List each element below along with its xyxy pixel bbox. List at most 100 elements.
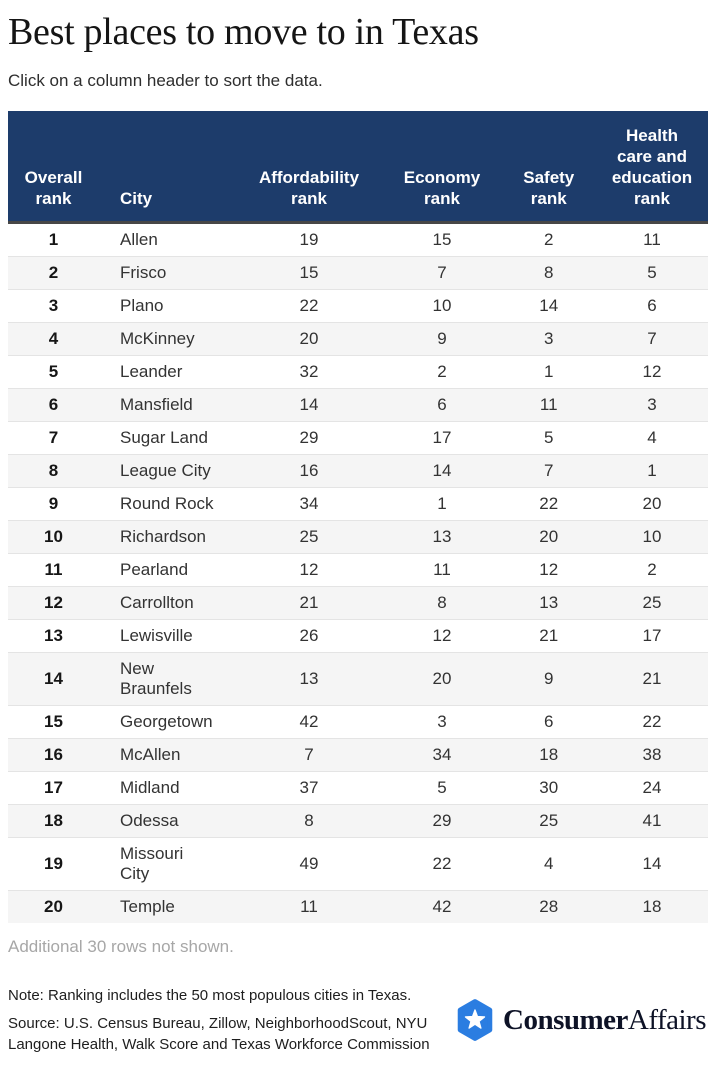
safety-rank-cell: 28	[501, 890, 596, 924]
economy-rank-cell: 1	[382, 487, 502, 521]
safety-rank-cell: 14	[501, 289, 596, 323]
city-cell: Plano	[99, 289, 236, 323]
economy-rank-cell: 17	[382, 421, 502, 455]
city-cell: McKinney	[99, 322, 236, 356]
affordability-rank-cell: 21	[235, 586, 383, 620]
page-title: Best places to move to in Texas	[8, 11, 479, 53]
column-header-overall-rank[interactable]: Overall rank	[8, 110, 99, 225]
overall-rank-cell: 10	[8, 520, 99, 554]
city-cell: Carrollton	[99, 586, 236, 620]
affordability-rank-cell: 26	[235, 619, 383, 653]
column-header-city[interactable]: City	[99, 110, 236, 225]
safety-rank-cell: 22	[501, 487, 596, 521]
affordability-rank-cell: 8	[235, 804, 383, 838]
health-education-rank-cell: 10	[596, 520, 708, 554]
affordability-rank-cell: 16	[235, 454, 383, 488]
table-row: 1 Allen 19 15 2 11	[8, 223, 708, 257]
overall-rank-cell: 19	[8, 837, 99, 891]
affordability-rank-cell: 42	[235, 705, 383, 739]
table-row: 4 McKinney 20 9 3 7	[8, 322, 708, 356]
overall-rank-cell: 1	[48, 230, 59, 250]
city-cell: Pearland	[99, 553, 236, 587]
table-row: 9 Round Rock 34 1 22 20	[8, 487, 708, 521]
table-row: 18 Odessa 8 29 25 41	[8, 804, 708, 838]
safety-rank-cell: 18	[501, 738, 596, 772]
city-cell: Odessa	[99, 804, 236, 838]
overall-rank-cell: 18	[8, 804, 99, 838]
safety-rank-cell: 7	[501, 454, 596, 488]
safety-rank-cell: 12	[501, 553, 596, 587]
table-row: 14 New Braunfels 13 20 9 21	[8, 652, 708, 706]
city-cell: Richardson	[99, 520, 236, 554]
city-cell: Midland	[99, 771, 236, 805]
column-header-health-education-rank[interactable]: Health care and education rank	[596, 110, 708, 225]
economy-rank-cell: 5	[382, 771, 502, 805]
safety-rank-cell: 6	[501, 705, 596, 739]
overall-rank-cell: 15	[8, 705, 99, 739]
economy-rank-cell: 22	[382, 837, 502, 891]
safety-rank-cell: 8	[501, 256, 596, 290]
city-cell: Leander	[99, 355, 236, 389]
footer: Note: Ranking includes the 50 most popul…	[8, 985, 708, 1055]
affordability-rank-cell: 11	[235, 890, 383, 924]
overall-rank-cell: 3	[8, 289, 99, 323]
safety-rank-cell: 21	[501, 619, 596, 653]
city-cell: Lewisville	[99, 619, 236, 653]
overall-rank-cell: 2	[8, 256, 99, 290]
economy-rank-cell: 6	[382, 388, 502, 422]
economy-rank-cell: 42	[382, 890, 502, 924]
safety-rank-cell: 20	[501, 520, 596, 554]
safety-rank-cell: 9	[501, 652, 596, 706]
health-education-rank-cell: 22	[596, 705, 708, 739]
table-row: 19 Missouri City 49 22 4 14	[8, 837, 708, 891]
table-row: 15 Georgetown 42 3 6 22	[8, 705, 708, 739]
health-education-rank-cell: 20	[596, 487, 708, 521]
city-cell: McAllen	[99, 738, 236, 772]
overall-rank-cell: 6	[8, 388, 99, 422]
column-header-affordability-rank[interactable]: Affordability rank	[235, 110, 383, 225]
health-education-rank-cell: 24	[596, 771, 708, 805]
affordability-rank-cell: 12	[235, 553, 383, 587]
page-subtitle: Click on a column header to sort the dat…	[8, 70, 323, 90]
affordability-rank-cell: 19	[299, 230, 319, 250]
health-education-rank-cell: 6	[596, 289, 708, 323]
overall-rank-cell: 16	[8, 738, 99, 772]
city-cell: Frisco	[99, 256, 236, 290]
star-hexagon-icon	[457, 999, 493, 1042]
health-education-rank-cell: 18	[596, 890, 708, 924]
health-education-rank-cell: 25	[596, 586, 708, 620]
affordability-rank-cell: 32	[235, 355, 383, 389]
affordability-rank-cell: 15	[235, 256, 383, 290]
economy-rank-cell: 20	[382, 652, 502, 706]
health-education-rank-cell: 7	[596, 322, 708, 356]
health-education-rank-cell: 21	[596, 652, 708, 706]
safety-rank-cell: 30	[501, 771, 596, 805]
table-row: 7 Sugar Land 29 17 5 4	[8, 421, 708, 455]
economy-rank-cell: 10	[382, 289, 502, 323]
safety-rank-cell: 5	[501, 421, 596, 455]
overall-rank-cell: 14	[8, 652, 99, 706]
safety-rank-cell: 1	[501, 355, 596, 389]
economy-rank-cell: 12	[382, 619, 502, 653]
table-header-row: Overall rank City Affordability rank Eco…	[8, 110, 708, 225]
affordability-rank-cell: 20	[235, 322, 383, 356]
table-row: 12 Carrollton 21 8 13 25	[8, 586, 708, 620]
column-header-safety-rank[interactable]: Safety rank	[501, 110, 596, 225]
overall-rank-cell: 13	[8, 619, 99, 653]
table-row: 17 Midland 37 5 30 24	[8, 771, 708, 805]
table-body: 1 Allen 19 15 2 11 2 Frisco 15 7 8 5 3 P…	[8, 223, 708, 924]
footer-notes: Note: Ranking includes the 50 most popul…	[8, 985, 448, 1055]
economy-rank-cell: 7	[382, 256, 502, 290]
city-cell: Round Rock	[99, 487, 236, 521]
health-education-rank-cell: 38	[596, 738, 708, 772]
city-cell: Missouri City	[99, 837, 236, 891]
table-row: 6 Mansfield 14 6 11 3	[8, 388, 708, 422]
health-education-rank-cell: 2	[596, 553, 708, 587]
rows-not-shown-note: Additional 30 rows not shown.	[8, 937, 234, 957]
overall-rank-cell: 4	[8, 322, 99, 356]
health-education-rank-cell: 12	[596, 355, 708, 389]
column-header-economy-rank[interactable]: Economy rank	[382, 110, 502, 225]
table-row: 16 McAllen 7 34 18 38	[8, 738, 708, 772]
city-cell: New Braunfels	[99, 652, 236, 706]
